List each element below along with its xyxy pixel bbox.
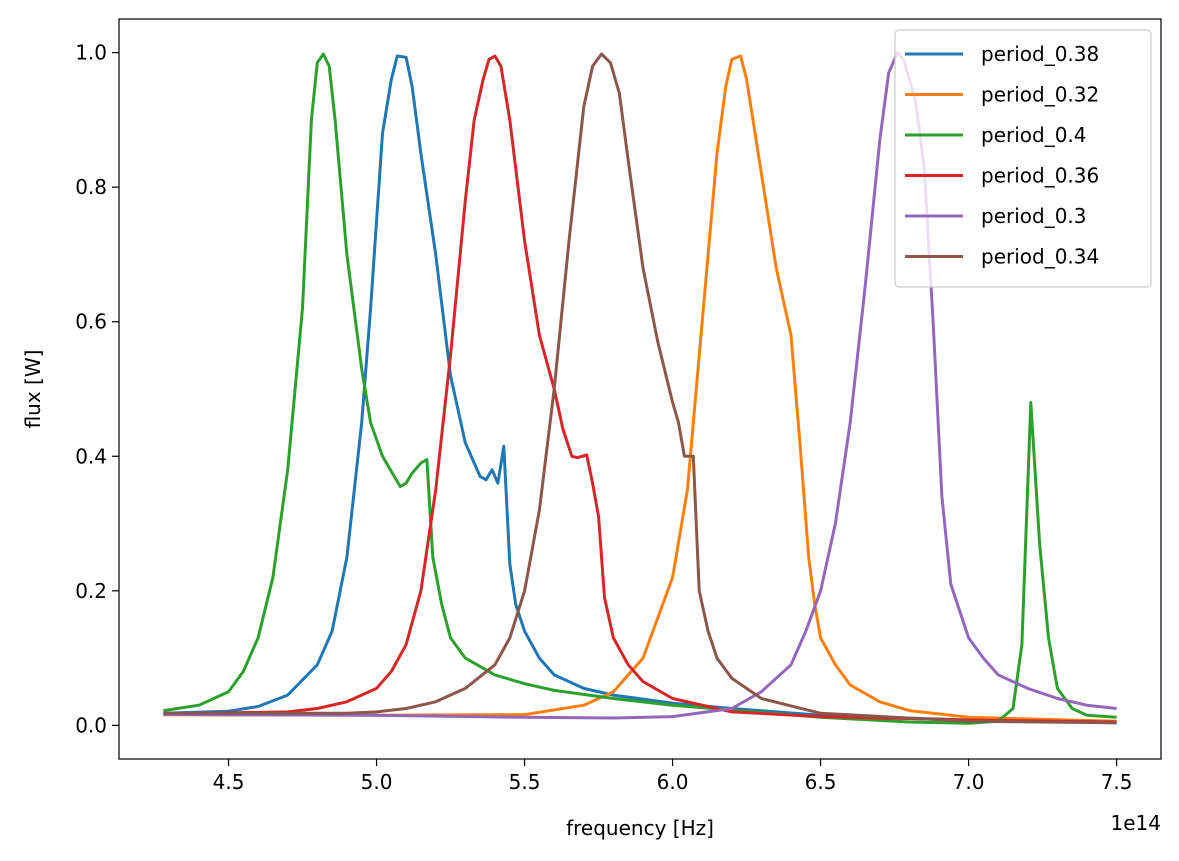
legend-label-period-0-32: period_0.32 <box>981 83 1099 107</box>
y-tick-label: 1.0 <box>75 41 107 65</box>
x-axis-label: frequency [Hz] <box>566 816 714 840</box>
series-line-period-0-38 <box>163 54 1117 725</box>
x-tick-label: 4.5 <box>213 770 245 794</box>
x-axis: 4.5 5.0 5.5 6.0 6.5 7.0 7.5 <box>213 759 1133 794</box>
x-tick-label: 7.5 <box>1101 770 1133 794</box>
x-tick-label: 5.5 <box>509 770 541 794</box>
y-axis: 0.0 0.2 0.4 0.6 0.8 1.0 <box>75 41 119 737</box>
series-line-period-0-34 <box>163 52 1117 725</box>
y-tick-label: 0.8 <box>75 175 107 199</box>
x-tick-label: 6.0 <box>657 770 689 794</box>
legend-label-period-0-3: period_0.3 <box>981 204 1087 228</box>
series-line-period-0-36 <box>163 54 1117 724</box>
x-tick-label: 6.5 <box>805 770 837 794</box>
series-layer <box>163 51 1117 725</box>
y-tick-label: 0.4 <box>75 444 107 468</box>
x-tick-label: 7.0 <box>953 770 985 794</box>
legend: period_0.38 period_0.32 period_0.4 period_0… <box>894 29 1152 288</box>
y-axis-offset-label: 1e14 <box>1111 811 1161 835</box>
series-line-period-0-4 <box>163 52 1117 725</box>
series-line-period-0-32 <box>163 54 1117 723</box>
legend-label-period-0-4: period_0.4 <box>981 123 1087 147</box>
plot-frame <box>118 18 1162 760</box>
series-line-period-0-3 <box>163 51 1117 720</box>
y-tick-label: 0.2 <box>75 579 107 603</box>
legend-label-period-0-36: period_0.36 <box>981 164 1099 188</box>
x-tick-label: 5.0 <box>361 770 393 794</box>
y-tick-label: 0.6 <box>75 310 107 334</box>
legend-label-period-0-34: period_0.34 <box>981 245 1099 269</box>
y-tick-label: 0.0 <box>75 713 107 737</box>
y-axis-label: flux [W] <box>21 350 45 429</box>
legend-label-period-0-38: period_0.38 <box>981 42 1099 66</box>
